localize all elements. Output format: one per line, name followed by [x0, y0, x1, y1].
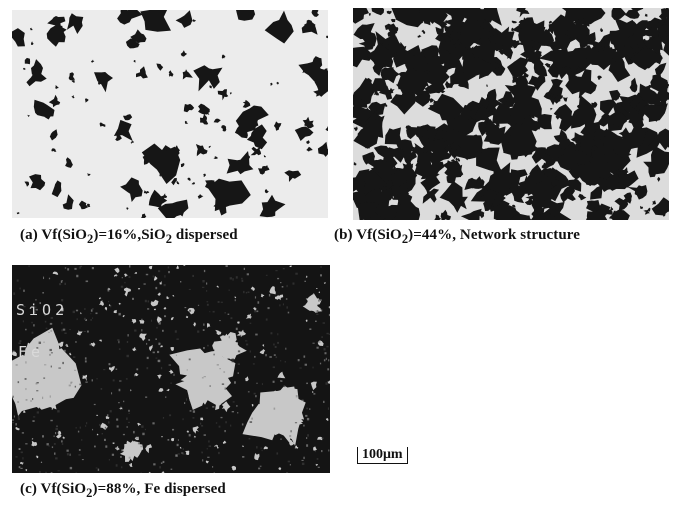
micrograph-c-image [12, 265, 330, 473]
micrograph-b [353, 8, 669, 220]
micrograph-a-image [12, 10, 328, 218]
caption-c: (c) Vf(SiO2)=88%, Fe dispersed [20, 481, 226, 500]
label-fe: Fe [18, 343, 45, 361]
micrograph-a [12, 10, 328, 218]
label-sio2: SiO2 [16, 301, 69, 319]
micrograph-c: SiO2 Fe [12, 265, 330, 473]
caption-b: (b) Vf(SiO2)=44%, Network structure [334, 227, 581, 246]
caption-a: (a) Vf(SiO2)=16%,SiO2 dispersed [20, 227, 238, 246]
scale-bar: 100μm [357, 447, 408, 464]
micrograph-b-image [353, 8, 669, 220]
